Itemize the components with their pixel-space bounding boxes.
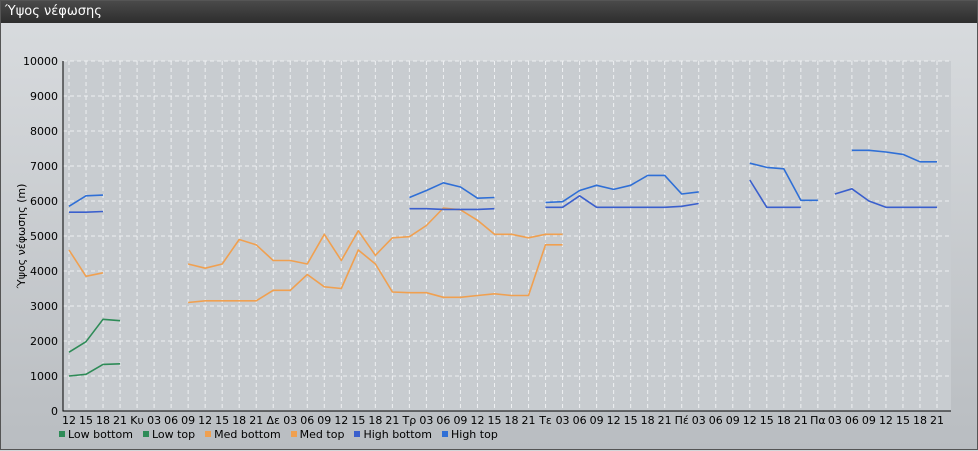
x-tick-label: 18 — [505, 414, 519, 427]
x-tick-label: 21 — [794, 414, 808, 427]
x-tick-label: 12 — [743, 414, 757, 427]
x-tick-label: 09 — [726, 414, 740, 427]
x-tick-label: 06 — [573, 414, 587, 427]
x-tick-label: 09 — [862, 414, 876, 427]
legend-label: Med top — [299, 427, 345, 441]
x-tick-label: 15 — [79, 414, 93, 427]
legend-swatch — [442, 431, 448, 437]
axes: 0 1000 2000 3000 4000 5000 6000 7000 8000 9000 100… — [23, 55, 951, 427]
x-tick-label: 12 — [607, 414, 621, 427]
legend-swatch — [354, 431, 361, 437]
axis-lines — [62, 61, 951, 412]
series-line-med-top — [68, 207, 563, 278]
x-tick-label: 03 — [692, 414, 706, 427]
x-tick-label: 18 — [641, 414, 655, 427]
x-tick-label: 12 — [334, 414, 348, 427]
x-tick-label: 09 — [317, 414, 331, 427]
y-tick-label: 7000 — [30, 160, 58, 173]
x-tick-label: Δε — [266, 414, 280, 427]
x-tick-label: 06 — [164, 414, 178, 427]
x-tick-label: 15 — [896, 414, 910, 427]
x-tick-label: 06 — [709, 414, 723, 427]
x-tick-label: 21 — [249, 414, 263, 427]
series-line-high-top — [68, 149, 937, 207]
x-tick-label: 06 — [436, 414, 450, 427]
y-tick-label: 0 — [51, 405, 58, 418]
legend-item[interactable]: Low bottom — [59, 427, 133, 441]
legend-item[interactable]: High top — [442, 427, 498, 441]
series-line-med-bottom — [188, 244, 563, 304]
legend-label: Low bottom — [68, 427, 133, 441]
x-tick-label: 18 — [96, 414, 110, 427]
x-tick-label: 18 — [913, 414, 927, 427]
series-lines — [68, 149, 937, 377]
x-tick-label: 03 — [419, 414, 433, 427]
x-tick-label: 03 — [828, 414, 842, 427]
x-tick-label: 12 — [879, 414, 893, 427]
legend-swatch — [59, 431, 65, 437]
x-tick-label: 09 — [590, 414, 604, 427]
x-tick-label: 12 — [198, 414, 212, 427]
x-tick-label: Πέ — [675, 414, 689, 427]
x-tick-label: 18 — [368, 414, 382, 427]
x-tick-label: 06 — [845, 414, 859, 427]
y-tick-label: 6000 — [30, 195, 58, 208]
legend: Low bottom Low top Med bottom Med top High b… — [59, 427, 498, 441]
window-title: Ύψος νέφωσης — [1, 1, 977, 23]
legend-item[interactable]: Med bottom — [205, 427, 281, 441]
legend-label: High top — [451, 427, 498, 441]
x-tick-label: 03 — [283, 414, 297, 427]
x-tick-label: 15 — [487, 414, 501, 427]
x-tick-label: 21 — [522, 414, 536, 427]
y-axis-label: Ύψος νέφωσης (m) — [15, 184, 28, 290]
legend-swatch — [205, 431, 212, 437]
x-tick-label: Τε — [538, 414, 552, 427]
x-tick-label: 21 — [113, 414, 127, 427]
x-tick-label: Πα — [810, 414, 826, 427]
x-tick-label: 03 — [556, 414, 570, 427]
x-tick-label: 15 — [760, 414, 774, 427]
legend-label: High bottom — [363, 427, 432, 441]
x-tick-label: Κυ — [130, 414, 144, 427]
y-tick-label: 4000 — [30, 265, 58, 278]
x-tick-label: 21 — [385, 414, 399, 427]
x-tick-label: Τρ — [402, 414, 417, 427]
y-tick-label: 10000 — [23, 55, 58, 68]
legend-label: Med bottom — [214, 427, 281, 441]
x-tick-label: 15 — [215, 414, 229, 427]
x-tick-label: 18 — [777, 414, 791, 427]
legend-item[interactable]: Low top — [142, 427, 196, 441]
y-tick-label: 9000 — [30, 90, 58, 103]
y-tick-label: 2000 — [30, 335, 58, 348]
x-tick-label: 15 — [624, 414, 638, 427]
x-tick-label: 21 — [930, 414, 944, 427]
x-tick-label: 06 — [300, 414, 314, 427]
x-tick-label: 21 — [658, 414, 672, 427]
y-tick-label: 8000 — [30, 125, 58, 138]
legend-swatch — [290, 431, 297, 437]
series-line-low-top — [68, 318, 121, 353]
y-tick-label: 5000 — [30, 230, 58, 243]
legend-item[interactable]: High bottom — [354, 427, 432, 441]
x-tick-label: 12 — [62, 414, 76, 427]
legend-item[interactable]: Med top — [290, 427, 345, 441]
x-tick-label: 09 — [181, 414, 195, 427]
legend-swatch — [142, 431, 149, 437]
x-tick-label: 18 — [232, 414, 246, 427]
y-tick-label: 3000 — [30, 300, 58, 313]
series-line-high-bottom — [69, 179, 937, 213]
series-line-low-bottom — [68, 363, 121, 377]
x-tick-label: 03 — [147, 414, 161, 427]
x-tick-label: 09 — [453, 414, 467, 427]
x-tick-label: 15 — [351, 414, 365, 427]
legend-label: Low top — [151, 427, 196, 441]
y-tick-label: 1000 — [30, 370, 58, 383]
x-tick-label: 12 — [470, 414, 484, 427]
grid — [63, 60, 951, 412]
